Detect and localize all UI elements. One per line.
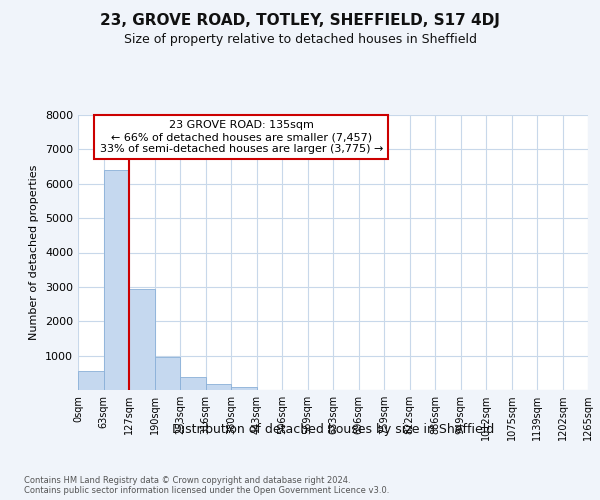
Text: Distribution of detached houses by size in Sheffield: Distribution of detached houses by size … [172,422,494,436]
Bar [231,387,257,390]
Y-axis label: Number of detached properties: Number of detached properties [29,165,40,340]
Bar [155,358,180,390]
Text: 23 GROVE ROAD: 135sqm
← 66% of detached houses are smaller (7,457)
33% of semi-d: 23 GROVE ROAD: 135sqm ← 66% of detached … [100,120,383,154]
Bar [129,288,155,390]
Bar [104,170,129,390]
Bar [78,371,104,390]
Text: 23, GROVE ROAD, TOTLEY, SHEFFIELD, S17 4DJ: 23, GROVE ROAD, TOTLEY, SHEFFIELD, S17 4… [100,12,500,28]
Text: Size of property relative to detached houses in Sheffield: Size of property relative to detached ho… [124,32,476,46]
Bar [205,384,231,390]
Text: Contains HM Land Registry data © Crown copyright and database right 2024.
Contai: Contains HM Land Registry data © Crown c… [24,476,389,495]
Bar [180,377,205,390]
